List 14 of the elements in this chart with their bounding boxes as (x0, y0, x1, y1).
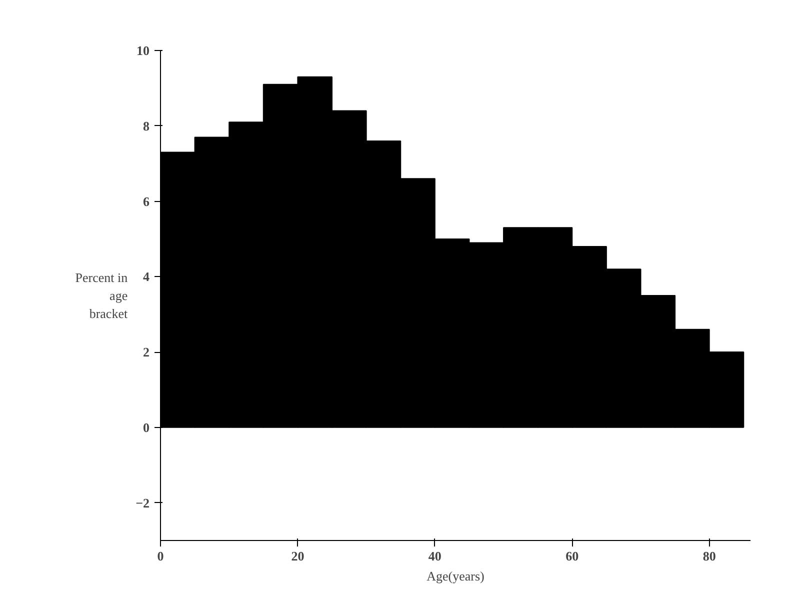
y-tick-label: 4 (143, 269, 150, 284)
x-axis-title: Age(years) (426, 568, 484, 584)
x-tick-label: 40 (428, 548, 442, 564)
y-tick-label: 2 (143, 344, 150, 360)
x-tick-label: 80 (702, 548, 716, 564)
y-axis-title: Percent in age bracket (75, 270, 128, 321)
y-tick-label: 6 (143, 194, 150, 209)
y-tick-label: 8 (143, 118, 150, 134)
y-tick-label: 0 (143, 420, 150, 435)
y-tick-label: −2 (136, 495, 150, 510)
x-tick-label: 20 (291, 548, 304, 564)
y-tick-label: 10 (136, 43, 150, 58)
x-tick-label: 0 (157, 548, 164, 564)
x-tick-label: 60 (566, 548, 579, 564)
